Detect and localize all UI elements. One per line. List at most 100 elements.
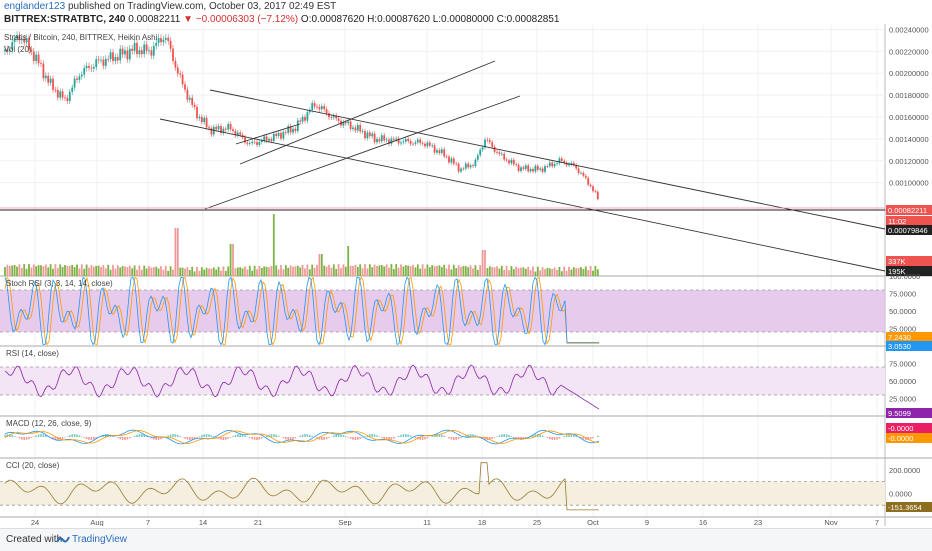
macd-hist-bar (256, 437, 258, 440)
candle-body (285, 132, 287, 133)
candle-body (148, 50, 150, 51)
created-with-label: Created with (6, 534, 62, 545)
time-tick-label: 9 (645, 518, 649, 526)
macd-hist-bar (309, 435, 311, 437)
macd-hist-bar (357, 437, 359, 440)
candle-body (57, 90, 59, 98)
macd-hist-bar (28, 437, 30, 439)
candle-body (172, 49, 174, 61)
candle-body (47, 76, 49, 83)
macd-hist-bar (376, 435, 378, 437)
candle-body (422, 143, 424, 144)
volume-tag: 337K (888, 257, 906, 266)
macd-hist-bar (215, 437, 217, 438)
volume-bar (491, 267, 493, 276)
volume-bar (134, 265, 136, 276)
volume-bar (350, 266, 352, 276)
macd-hist-bar (556, 437, 558, 439)
volume-bar (83, 269, 85, 276)
volume-bar (170, 266, 172, 276)
macd-hist-bar (352, 437, 354, 440)
candle-body (489, 140, 491, 142)
candle-body (417, 140, 419, 143)
time-tick-label: 16 (699, 518, 707, 526)
macd-hist-bar (88, 437, 90, 440)
author-link[interactable]: englander123 (4, 1, 65, 12)
volume-bar (448, 265, 450, 276)
candle-body (52, 79, 54, 90)
candle-body (537, 166, 539, 170)
macd-hist-bar (371, 434, 373, 437)
candle-body (131, 49, 133, 51)
volume-bar (64, 265, 66, 276)
macd-hist-bar (4, 435, 6, 437)
volume-bar (460, 267, 462, 276)
macd-hist-bar (232, 436, 234, 437)
macd-hist-bar (64, 437, 66, 438)
macd-hist-bar (285, 437, 287, 439)
candle-body (83, 68, 85, 75)
candle-body (143, 45, 145, 55)
time-tick-label: 21 (254, 518, 262, 526)
candle-body (249, 143, 251, 144)
volume-bar (381, 265, 383, 276)
volume-bar (299, 267, 301, 276)
volume-bar (47, 267, 49, 276)
macd-hist-bar (23, 437, 25, 440)
candle-body (556, 163, 558, 164)
macd-hist-bar (266, 436, 268, 437)
candle-body (434, 145, 436, 152)
macd-hist-bar (273, 434, 275, 437)
macd-hist-bar (381, 437, 383, 438)
macd-hist-bar (335, 434, 337, 437)
candle-body (280, 133, 282, 139)
chart-canvas[interactable]: 0.002400000.002200000.002000000.00180000… (0, 24, 932, 526)
candle-body (151, 50, 153, 55)
trend-line-3 (205, 96, 520, 209)
candle-body (184, 84, 186, 89)
candle-body (331, 117, 333, 118)
candle-body (218, 126, 220, 129)
macd-hist-bar (292, 437, 294, 439)
stoch-tick-label: 75.0000 (889, 290, 916, 299)
candle-body (247, 143, 249, 144)
volume-bar (333, 264, 335, 276)
volume-bar (369, 264, 371, 276)
volume-bar (259, 266, 261, 276)
candles-group (4, 31, 599, 200)
volume-bar (547, 268, 549, 276)
macd-hist-bar (511, 436, 513, 437)
volume-bar (590, 266, 592, 276)
price-tick-label: 0.00200000 (889, 69, 929, 78)
candle-body (585, 176, 587, 178)
volume-bar (271, 266, 273, 276)
candle-body (74, 79, 76, 88)
candle-body (525, 165, 527, 168)
tradingview-brand[interactable]: TradingView (72, 534, 127, 545)
candle-body (547, 166, 549, 167)
volume-bar (573, 267, 575, 276)
macd-hist-bar (67, 436, 69, 437)
volume-bar (247, 269, 249, 276)
macd-tag-a: -0.0000 (888, 424, 913, 433)
macd-hist-bar (307, 434, 309, 437)
macd-hist-bar (201, 435, 203, 437)
legend-stoch-rsi: Stoch RSI (3, 3, 14, 14, close) (6, 279, 113, 288)
volume-bar (4, 267, 6, 276)
volume-bar (309, 269, 311, 276)
volume-bar (518, 268, 520, 276)
macd-hist-bar (208, 434, 210, 437)
macd-hist-bar (117, 437, 119, 438)
candle-body (79, 76, 81, 79)
candle-body (513, 160, 515, 164)
volume-bar (239, 267, 241, 276)
candle-body (549, 163, 551, 167)
volume-bar (376, 266, 378, 276)
time-tick-label: 14 (199, 518, 207, 526)
volume-bar (383, 266, 385, 276)
candle-body (55, 90, 57, 91)
volume-bar (307, 265, 309, 276)
legend-main: Stratis / Bitcoin, 240, BITTREX, Heikin … (4, 33, 158, 42)
candle-body (283, 132, 285, 139)
tradingview-logo-icon (56, 532, 70, 546)
